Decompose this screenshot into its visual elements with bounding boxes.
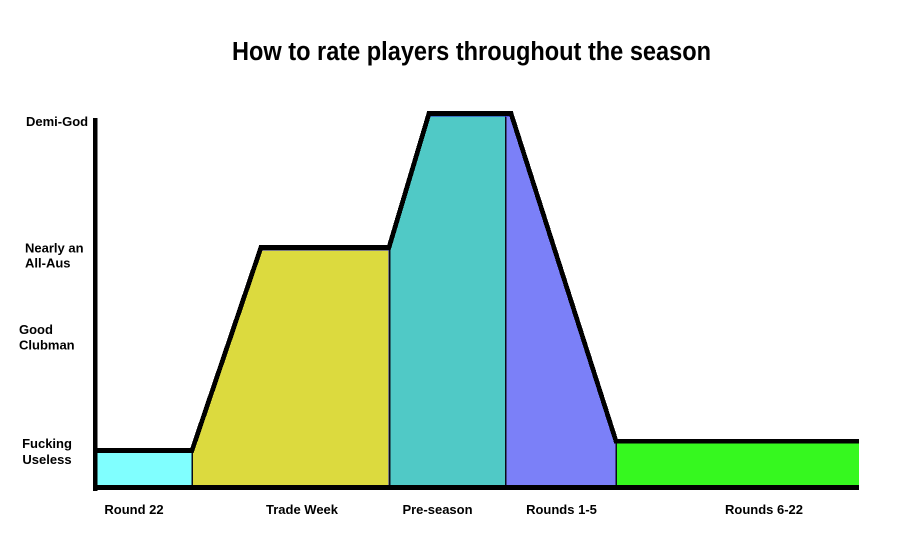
svg-text:Nearly an: Nearly an bbox=[25, 241, 84, 256]
svg-text:Round 22: Round 22 bbox=[104, 502, 163, 517]
svg-text:Pre-season: Pre-season bbox=[402, 502, 472, 517]
svg-text:All-Aus: All-Aus bbox=[25, 256, 71, 271]
svg-text:Fucking: Fucking bbox=[22, 436, 72, 451]
svg-text:Rounds 6-22: Rounds 6-22 bbox=[725, 502, 803, 517]
svg-text:How to rate players throughout: How to rate players throughout the seaso… bbox=[232, 38, 711, 66]
svg-text:Useless: Useless bbox=[22, 452, 71, 467]
svg-text:Rounds 1-5: Rounds 1-5 bbox=[526, 502, 597, 517]
svg-text:Trade Week: Trade Week bbox=[266, 502, 339, 517]
svg-text:Clubman: Clubman bbox=[19, 338, 75, 353]
svg-text:Good: Good bbox=[19, 322, 53, 337]
svg-text:Demi-God: Demi-God bbox=[26, 114, 88, 129]
